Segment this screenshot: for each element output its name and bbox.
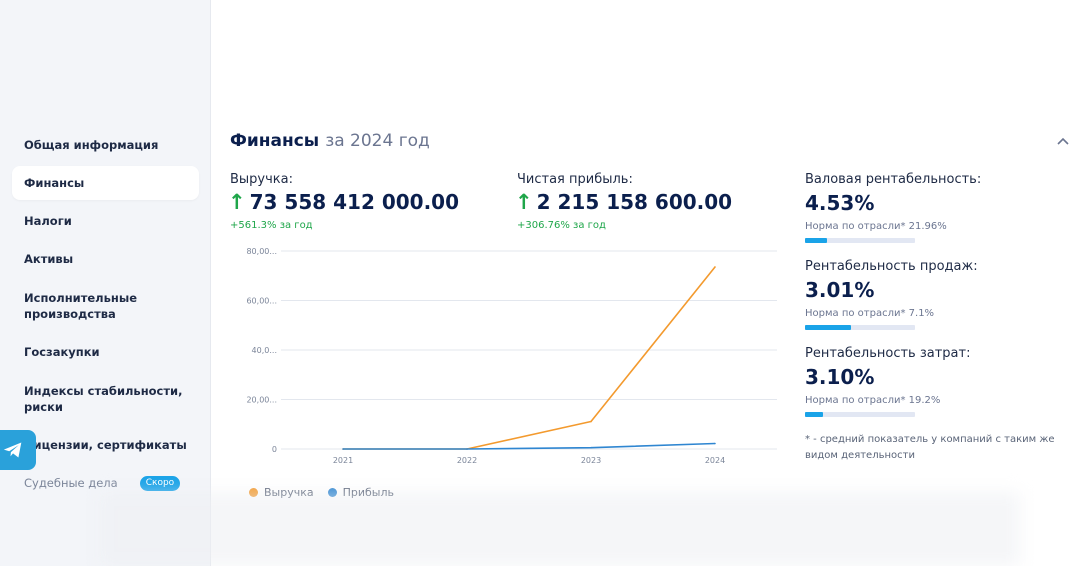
net-profit-change: +306.76% за год: [517, 220, 606, 231]
revenue-label: Выручка:: [230, 172, 294, 187]
sidebar-item-finance[interactable]: Финансы: [12, 166, 199, 200]
sales-margin-bar-fill: [805, 325, 852, 330]
x-tick-label: 2024: [705, 456, 725, 465]
data-point: [714, 442, 716, 445]
sidebar-item-label: Исполнительные производства: [24, 291, 138, 321]
data-point: [714, 266, 716, 268]
sales-margin-label: Рентабельность продаж:: [805, 259, 978, 274]
y-tick-label: 0: [272, 445, 277, 454]
sidebar-item-procurement[interactable]: Госзакупки: [12, 344, 199, 360]
series-line-Выручка: [343, 266, 716, 450]
cost-margin-value: 3.10%: [805, 365, 875, 389]
sales-margin-bar: [805, 325, 915, 330]
finance-line-chart: 0 20,00... 40,0... 60,00... 80,00... 2021 2022…: [246, 247, 777, 465]
sidebar-item-licenses[interactable]: Лицензии, сертификаты: [12, 437, 199, 453]
net-profit-amount: 2 215 158 600.00: [536, 190, 733, 214]
data-point: [590, 446, 592, 449]
data-point: [342, 448, 344, 450]
gross-margin-norm: Норма по отрасли* 21.96%: [805, 221, 947, 232]
cost-margin-bar-fill: [805, 412, 823, 417]
gross-margin-bar-fill: [805, 238, 827, 243]
telegram-button[interactable]: [0, 430, 36, 470]
chevron-up-icon[interactable]: [1056, 134, 1070, 148]
net-profit-label: Чистая прибыль:: [517, 172, 633, 187]
x-tick-label: 2023: [581, 456, 601, 465]
gross-margin-bar: [805, 238, 915, 243]
arrow-up-icon: ↑: [228, 190, 246, 214]
section-title-text: Финансы: [230, 131, 320, 151]
arrow-up-icon: ↑: [515, 190, 533, 214]
net-profit-value: ↑ 2 215 158 600.00: [515, 190, 732, 214]
sales-margin-value: 3.01%: [805, 278, 875, 302]
sidebar-item-label: Госзакупки: [24, 345, 100, 359]
sidebar-item-taxes[interactable]: Налоги: [12, 213, 199, 229]
soon-badge: Скоро: [139, 475, 181, 491]
data-point: [590, 420, 592, 423]
sidebar-item-label: Судебные дела: [24, 476, 118, 490]
sidebar-item-label: Финансы: [24, 176, 85, 190]
cost-margin-label: Рентабельность затрат:: [805, 346, 971, 361]
telegram-icon: [3, 442, 22, 458]
y-tick-label: 80,00...: [246, 247, 277, 256]
sidebar-item-enforcement[interactable]: Исполнительные производства: [12, 290, 199, 322]
cost-margin-bar: [805, 412, 915, 417]
footnote: * - средний показатель у компаний с таки…: [805, 434, 1055, 461]
section-title: Финансы за 2024 год: [230, 131, 430, 151]
sidebar-item-label: Индексы стабильности, риски: [24, 384, 183, 414]
sidebar-item-label: Активы: [24, 252, 74, 266]
sidebar-item-label: Лицензии, сертификаты: [24, 438, 187, 452]
sidebar-item-general-info[interactable]: Общая информация: [12, 137, 199, 153]
y-tick-label: 20,00...: [246, 396, 277, 405]
sidebar: Общая информация Финансы Налоги Активы И…: [0, 0, 211, 566]
bottom-fade-overlay: [100, 492, 1020, 566]
data-point: [466, 448, 468, 450]
series-line-Прибыль: [343, 442, 716, 450]
y-tick-label: 60,00...: [246, 297, 277, 306]
revenue-value: ↑ 73 558 412 000.00: [228, 190, 459, 214]
cost-margin-norm: Норма по отрасли* 19.2%: [805, 395, 941, 406]
x-tick-label: 2022: [457, 456, 477, 465]
sales-margin-norm: Норма по отрасли* 7.1%: [805, 308, 935, 319]
section-period: за 2024 год: [325, 131, 430, 151]
main-content: Финансы за 2024 год Выручка: ↑ 73 558 412…: [211, 0, 1080, 566]
gross-margin-value: 4.53%: [805, 191, 875, 215]
x-tick-label: 2021: [333, 456, 353, 465]
revenue-change: +561.3% за год: [230, 220, 313, 231]
y-tick-label: 40,0...: [252, 346, 277, 355]
sidebar-item-court-cases[interactable]: Судебные дела Скоро: [12, 475, 199, 491]
sidebar-item-stability-risks[interactable]: Индексы стабильности, риски: [12, 383, 199, 415]
gross-margin-label: Валовая рентабельность:: [805, 172, 982, 187]
revenue-amount: 73 558 412 000.00: [249, 190, 460, 214]
sidebar-item-label: Общая информация: [24, 138, 159, 152]
sidebar-item-label: Налоги: [24, 214, 72, 228]
sidebar-item-assets[interactable]: Активы: [12, 251, 199, 267]
